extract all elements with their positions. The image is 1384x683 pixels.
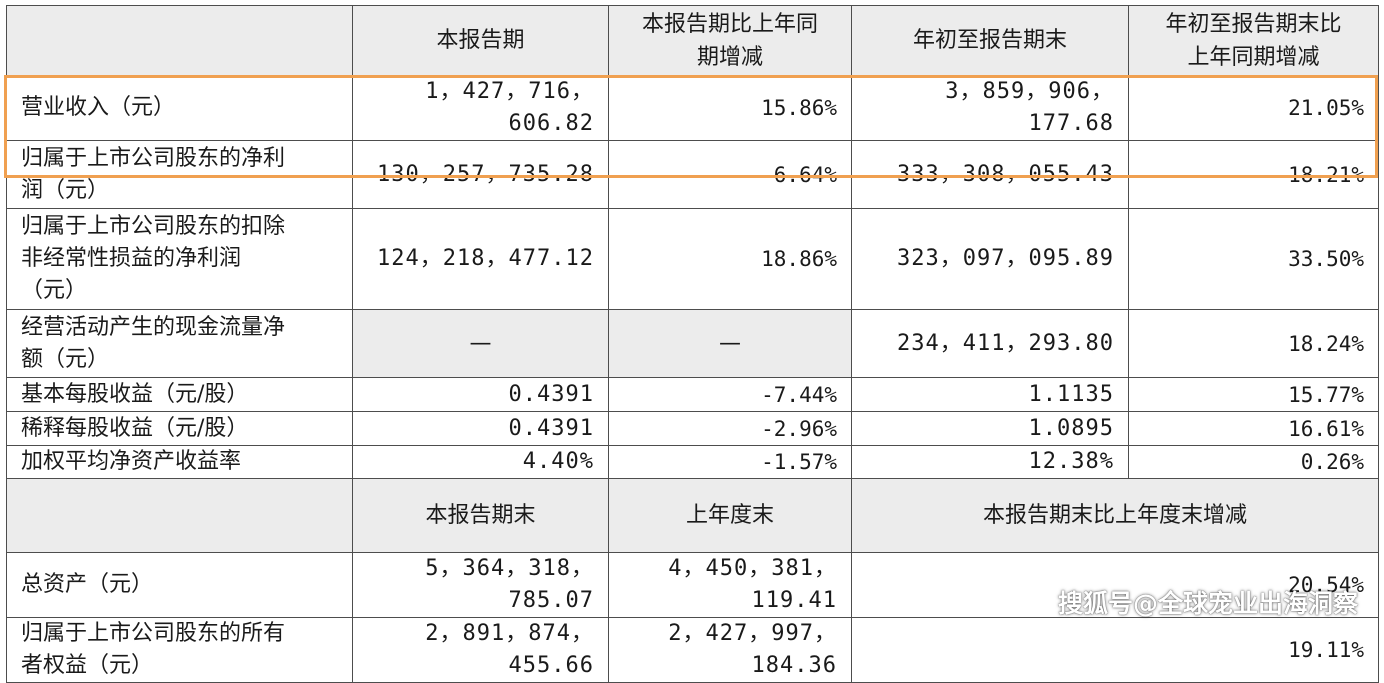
cell-value: -7.44% xyxy=(608,377,852,412)
cell-value: 21.05% xyxy=(1128,75,1379,141)
header-period-end-change: 本报告期末比上年度末增减 xyxy=(851,478,1379,553)
cell-value: 12.38% xyxy=(851,445,1129,479)
header-blank-cell xyxy=(6,5,353,76)
cell-value: 4.40% xyxy=(352,445,609,479)
cell-value: 15.86% xyxy=(608,75,852,141)
table-row-revenue: 营业收入（元） 1，427，716，606.82 15.86% 3，859，90… xyxy=(6,75,1379,141)
cell-value: 18.86% xyxy=(608,208,852,310)
cell-value: 1.0895 xyxy=(851,411,1129,446)
cell-value: -2.96% xyxy=(608,411,852,446)
cell-value: 3，859，906，177.68 xyxy=(851,75,1129,141)
table-row-total-assets: 总资产（元） 5，364，318，785.07 4，450，381，119.41… xyxy=(6,552,1379,618)
cell-value: 234，411，293.80 xyxy=(851,309,1129,378)
table-header-row-2: 本报告期末 上年度末 本报告期末比上年度末增减 xyxy=(6,478,1379,553)
row-label: 经营活动产生的现金流量净 额（元） xyxy=(6,309,353,378)
row-label: 归属于上市公司股东的所有 者权益（元） xyxy=(6,617,353,683)
row-label: 总资产（元） xyxy=(6,552,353,618)
cell-value: 130，257，735.28 xyxy=(352,140,609,209)
table-row-operating-cash-flow: 经营活动产生的现金流量净 额（元） — — 234，411，293.80 18.2… xyxy=(6,309,1379,378)
table-row-deducted-net-profit: 归属于上市公司股东的扣除 非经常性损益的净利润 （元） 124，218，477.12… xyxy=(6,208,1379,310)
cell-value: 0.4391 xyxy=(352,377,609,412)
cell-value: 4，450，381，119.41 xyxy=(608,552,852,618)
cell-value: 19.11% xyxy=(851,617,1379,683)
cell-value: 0.4391 xyxy=(352,411,609,446)
table-row-net-profit: 归属于上市公司股东的净利 润（元） 130，257，735.28 -6.64% 3… xyxy=(6,140,1379,209)
header-prior-year-end: 上年度末 xyxy=(608,478,852,553)
cell-value: 18.24% xyxy=(1128,309,1379,378)
cell-value: 5，364，318，785.07 xyxy=(352,552,609,618)
table-row-basic-eps: 基本每股收益（元/股） 0.4391 -7.44% 1.1135 15.77% xyxy=(6,377,1379,412)
cell-value: 2，891，874，455.66 xyxy=(352,617,609,683)
cell-empty-dash: — xyxy=(608,309,852,378)
cell-value: 16.61% xyxy=(1128,411,1379,446)
cell-value: 1，427，716，606.82 xyxy=(352,75,609,141)
cell-value: 18.21% xyxy=(1128,140,1379,209)
cell-value: 33.50% xyxy=(1128,208,1379,310)
cell-value: 124，218，477.12 xyxy=(352,208,609,310)
table-row-equity: 归属于上市公司股东的所有 者权益（元） 2，891，874，455.66 2，42… xyxy=(6,617,1379,683)
cell-value: -1.57% xyxy=(608,445,852,479)
financial-summary-table: 本报告期 本报告期比上年同 期增减 年初至报告期末 年初至报告期末比 上年同期增减 … xyxy=(6,5,1379,683)
row-label: 归属于上市公司股东的净利 润（元） xyxy=(6,140,353,209)
cell-value: 2，427，997，184.36 xyxy=(608,617,852,683)
cell-value: 15.77% xyxy=(1128,377,1379,412)
row-label: 加权平均净资产收益率 xyxy=(6,445,353,479)
watermark: 搜狐号@全球宠业出海洞察 xyxy=(1057,589,1358,618)
cell-empty-dash: — xyxy=(352,309,609,378)
row-label: 稀释每股收益（元/股） xyxy=(6,411,353,446)
cell-value: 333，308，055.43 xyxy=(851,140,1129,209)
table-row-diluted-eps: 稀释每股收益（元/股） 0.4391 -2.96% 1.0895 16.61% xyxy=(6,411,1379,446)
header-ytd-yoy-change: 年初至报告期末比 上年同期增减 xyxy=(1128,5,1379,76)
header-blank-cell xyxy=(6,478,353,553)
table-header-row: 本报告期 本报告期比上年同 期增减 年初至报告期末 年初至报告期末比 上年同期增减 xyxy=(6,5,1379,76)
cell-value: 0.26% xyxy=(1128,445,1379,479)
table-row-roe: 加权平均净资产收益率 4.40% -1.57% 12.38% 0.26% xyxy=(6,445,1379,479)
header-period-end: 本报告期末 xyxy=(352,478,609,553)
cell-value: 1.1135 xyxy=(851,377,1129,412)
header-yoy-change: 本报告期比上年同 期增减 xyxy=(608,5,852,76)
header-ytd: 年初至报告期末 xyxy=(851,5,1129,76)
cell-value: -6.64% xyxy=(608,140,852,209)
row-label: 基本每股收益（元/股） xyxy=(6,377,353,412)
header-current-period: 本报告期 xyxy=(352,5,609,76)
row-label: 营业收入（元） xyxy=(6,75,353,141)
row-label: 归属于上市公司股东的扣除 非经常性损益的净利润 （元） xyxy=(6,208,353,310)
cell-value: 323，097，095.89 xyxy=(851,208,1129,310)
